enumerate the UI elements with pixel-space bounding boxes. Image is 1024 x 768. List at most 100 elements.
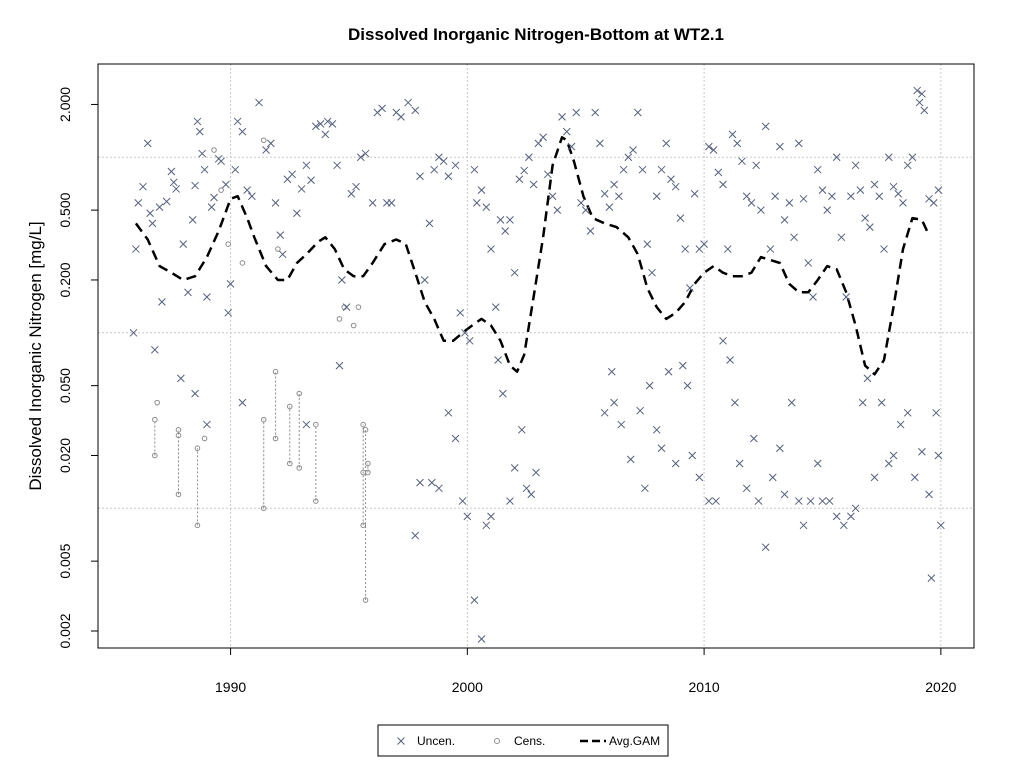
uncensored-point <box>188 216 197 224</box>
x-marker-stroke <box>617 420 626 429</box>
uncensored-point <box>522 484 531 493</box>
uncensored-point <box>664 367 673 376</box>
x-tick-label: 1990 <box>215 679 246 695</box>
uncensored-point <box>233 117 242 126</box>
uncensored-point <box>520 166 529 175</box>
x-marker-stroke <box>636 406 645 415</box>
x-marker-stroke <box>233 117 242 126</box>
uncensored-point <box>828 192 836 201</box>
uncensored-point <box>615 192 623 201</box>
uncensored-point <box>657 165 666 174</box>
x-marker-stroke <box>823 206 832 214</box>
plot-frame <box>97 63 975 649</box>
x-marker-stroke <box>487 245 495 253</box>
x-marker-stroke <box>416 478 424 487</box>
x-marker-stroke <box>463 512 472 521</box>
uncensored-point <box>248 192 256 201</box>
x-marker-stroke <box>347 189 356 198</box>
uncensored-point <box>752 161 761 170</box>
x-marker-stroke <box>657 444 666 453</box>
uncensored-point <box>813 165 822 174</box>
x-marker-stroke <box>752 161 761 170</box>
x-marker-stroke <box>416 172 424 181</box>
x-marker-stroke <box>465 336 474 345</box>
uncensored-point <box>143 139 152 148</box>
uncensored-point <box>378 104 386 113</box>
uncensored-point <box>633 108 642 117</box>
x-marker-stroke <box>842 293 851 301</box>
x-marker-stroke <box>397 737 405 745</box>
uncensored-point <box>920 106 929 115</box>
uncensored-point <box>529 180 538 189</box>
uncensored-point <box>636 406 645 415</box>
uncensored-point <box>172 185 180 193</box>
uncensored-point <box>198 149 207 158</box>
uncensored-point <box>368 198 377 207</box>
uncensored-point <box>179 240 188 248</box>
censored-point <box>286 460 293 467</box>
uncensored-point <box>809 293 817 301</box>
uncensored-point <box>754 497 763 505</box>
x-marker-stroke <box>527 490 536 499</box>
uncensored-point <box>657 444 666 453</box>
censored-point <box>260 137 267 144</box>
x-marker-stroke <box>148 219 157 228</box>
x-marker-stroke <box>903 161 912 170</box>
uncensored-point <box>605 203 614 211</box>
x-marker-stroke <box>311 122 320 131</box>
x-marker-stroke <box>461 328 469 337</box>
x-marker-stroke <box>671 459 680 468</box>
uncensored-point <box>648 268 656 277</box>
x-marker-stroke <box>534 139 543 148</box>
x-marker-stroke <box>754 497 763 505</box>
x-marker-stroke <box>856 186 865 194</box>
x-marker-stroke <box>539 133 547 142</box>
uncensored-point <box>645 381 654 390</box>
y-tick-label: 0.002 <box>57 613 73 648</box>
x-marker-stroke <box>880 245 888 253</box>
uncensored-point <box>761 122 770 131</box>
legend-uncen-marker <box>397 737 405 745</box>
x-marker-stroke <box>776 142 784 151</box>
x-marker-stroke <box>477 635 486 643</box>
uncensored-point <box>238 127 247 136</box>
x-marker-stroke <box>839 521 848 530</box>
uncensored-point <box>323 117 332 126</box>
x-marker-stroke <box>132 245 140 253</box>
y-tick-label: 0.020 <box>57 438 73 473</box>
x-marker-stroke <box>761 122 770 131</box>
uncensored-point <box>731 398 739 407</box>
uncensored-point <box>771 192 779 201</box>
uncensored-point <box>411 531 420 540</box>
x-marker-stroke <box>918 89 926 98</box>
x-marker-stroke <box>146 209 154 218</box>
x-marker-stroke <box>723 245 732 253</box>
uncensored-point <box>487 512 495 521</box>
uncensored-point <box>600 189 609 198</box>
uncensored-point <box>690 189 699 198</box>
uncensored-point <box>908 153 917 162</box>
chart-title: Dissolved Inorganic Nitrogen-Bottom at W… <box>348 25 724 44</box>
uncensored-point <box>517 425 526 434</box>
x-marker-stroke <box>799 194 808 203</box>
x-marker-stroke <box>918 447 926 456</box>
x-marker-stroke <box>832 153 841 162</box>
uncensored-point <box>638 165 647 174</box>
x-marker-stroke <box>757 206 765 214</box>
uncensored-point <box>799 194 808 203</box>
uncensored-point <box>858 398 867 407</box>
legend-cens-label: Cens. <box>514 734 545 748</box>
uncensored-point <box>307 176 315 185</box>
x-marker-stroke <box>735 459 744 468</box>
uncensored-point <box>818 497 827 505</box>
censored-point <box>355 304 362 310</box>
censored-point <box>362 597 369 603</box>
uncensored-point <box>444 408 453 417</box>
x-marker-stroke <box>470 596 479 604</box>
x-marker-stroke <box>818 497 827 505</box>
censored-point <box>152 416 158 423</box>
x-marker-stroke <box>255 98 263 107</box>
x-marker-stroke <box>207 203 216 211</box>
uncensored-point <box>768 473 777 482</box>
censored-point <box>260 416 267 423</box>
